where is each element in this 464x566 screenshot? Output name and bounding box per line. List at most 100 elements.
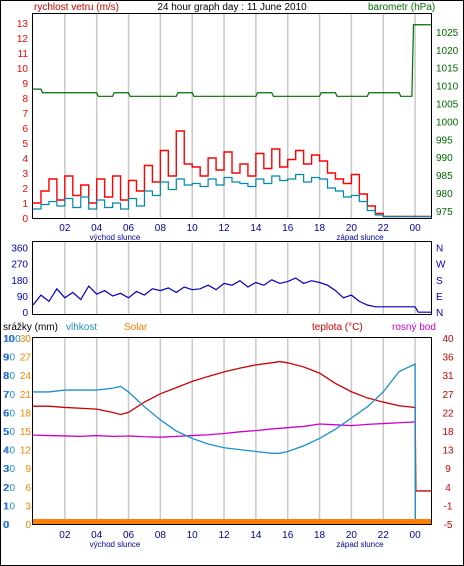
- humidity-tick-label: 10: [4, 501, 16, 512]
- solar-tick-label: 15: [20, 427, 32, 438]
- temperature-axis-title: teplota (°C): [312, 322, 363, 333]
- wind-tick-label: 10: [17, 64, 29, 75]
- wind-tick-label: 9: [22, 79, 28, 90]
- wind-tick-label: 7: [22, 109, 28, 120]
- hour-tick-label: 06: [123, 223, 135, 234]
- panel1-sunset-label: západ slunce: [336, 233, 384, 242]
- temperature-tick-label: -1: [444, 501, 453, 512]
- series-temperature: [33, 360, 431, 492]
- hour-tick-label: 18: [314, 530, 326, 541]
- wind-tick-label: 13: [17, 19, 29, 30]
- series-barometer: [33, 24, 431, 97]
- temperature-tick-label: -5: [444, 520, 453, 531]
- panel3-temp-ticks: -5 -1 4 9 13 18 22 27 31 36 40: [442, 334, 454, 531]
- rain-tick-label: 0: [3, 520, 9, 531]
- wind-tick-label: 12: [17, 34, 29, 45]
- series-dew-point: [32, 421, 416, 438]
- baro-tick-label: 1000: [436, 117, 459, 128]
- solar-tick-label: 24: [20, 371, 32, 382]
- hour-tick-label: 04: [91, 530, 103, 541]
- hour-tick-label: 10: [187, 223, 199, 234]
- hour-tick-label: 12: [218, 223, 230, 234]
- rain-tick-label: 3: [3, 464, 9, 475]
- direction-tick-label: 180: [11, 276, 28, 287]
- humidity-axis-title: vlhkost: [66, 322, 97, 333]
- hour-tick-label: 06: [123, 530, 135, 541]
- panel1-sunrise-label: východ slunce: [90, 233, 141, 242]
- temperature-tick-label: 27: [442, 390, 454, 401]
- panel1-series: [33, 24, 431, 218]
- direction-tick-label: 90: [17, 292, 29, 303]
- hour-tick-label: 22: [378, 530, 390, 541]
- barometer-axis-title: barometr (hPa): [368, 2, 435, 13]
- rain-tick-label: 6: [3, 408, 9, 419]
- compass-label: S: [436, 276, 443, 287]
- wind-tick-label: 6: [22, 124, 28, 135]
- rain-tick-label: 7: [3, 390, 9, 401]
- compass-label: W: [436, 260, 446, 271]
- panel3-plot-frame: [32, 337, 432, 525]
- baro-tick-label: 985: [436, 171, 453, 182]
- panel3-series: [32, 360, 431, 525]
- hour-tick-label: 14: [250, 223, 262, 234]
- direction-tick-label: 270: [11, 260, 28, 271]
- wind-tick-label: 3: [22, 169, 28, 180]
- direction-tick-label: 360: [11, 243, 28, 254]
- hour-tick-label: 16: [282, 223, 294, 234]
- hour-tick-label: 20: [346, 530, 358, 541]
- humidity-tick-label: 100: [4, 334, 21, 345]
- hour-tick-label: 08: [155, 223, 167, 234]
- temperature-tick-label: 18: [442, 427, 454, 438]
- hour-tick-label: 14: [250, 530, 262, 541]
- series-wind-avg: [33, 173, 431, 218]
- humidity-tick-label: 60: [4, 408, 16, 419]
- series-wind-direction: [32, 277, 431, 313]
- panel3-sunset-label: západ slunce: [336, 540, 384, 549]
- solar-tick-label: 3: [25, 501, 31, 512]
- humidity-tick-label: 20: [4, 483, 16, 494]
- solar-tick-label: 12: [20, 446, 32, 457]
- temperature-tick-label: 36: [442, 353, 454, 364]
- baro-tick-label: 1025: [436, 28, 459, 39]
- solar-tick-label: 21: [20, 390, 32, 401]
- rain-tick-label: 1: [3, 501, 9, 512]
- temperature-tick-label: 31: [442, 371, 454, 382]
- hour-tick-label: 22: [378, 223, 390, 234]
- hour-tick-label: 10: [187, 530, 199, 541]
- wind-tick-label: 2: [22, 184, 28, 195]
- baro-tick-label: 975: [436, 207, 453, 218]
- hour-tick-label: 00: [410, 530, 422, 541]
- compass-label: E: [436, 292, 443, 303]
- series-wind-gust: [33, 130, 431, 218]
- solar-axis-title: Solar: [124, 322, 148, 333]
- baro-tick-label: 995: [436, 135, 453, 146]
- solar-tick-label: 9: [25, 464, 31, 475]
- panel1-hour-ticks: 02 04 06 08 10 12 14 16 18 20 22 00: [59, 223, 421, 234]
- panel2-gridlines: [64, 242, 416, 314]
- panel3-sunrise-label: východ slunce: [90, 540, 141, 549]
- hour-tick-label: 04: [91, 223, 103, 234]
- hour-tick-label: 18: [314, 223, 326, 234]
- wind-speed-axis-title: rychlost vetru (m/s): [34, 2, 119, 13]
- baro-tick-label: 980: [436, 189, 453, 200]
- temperature-tick-label: 22: [442, 408, 454, 419]
- compass-label: N: [436, 243, 443, 254]
- temperature-tick-label: 9: [445, 464, 451, 475]
- wind-tick-label: 5: [22, 139, 28, 150]
- humidity-tick-label: 30: [4, 464, 16, 475]
- baro-tick-label: 990: [436, 153, 453, 164]
- hour-tick-label: 00: [410, 223, 422, 234]
- rain-axis-title: srážky (mm): [3, 322, 58, 333]
- solar-baseline-bar: [32, 519, 432, 525]
- solar-tick-label: 6: [25, 483, 31, 494]
- rain-tick-label: 8: [3, 371, 9, 382]
- humidity-tick-label: 0: [4, 520, 10, 531]
- rain-tick-label: 4: [3, 446, 9, 457]
- rain-tick-label: 10: [3, 334, 15, 345]
- hour-tick-label: 16: [282, 530, 294, 541]
